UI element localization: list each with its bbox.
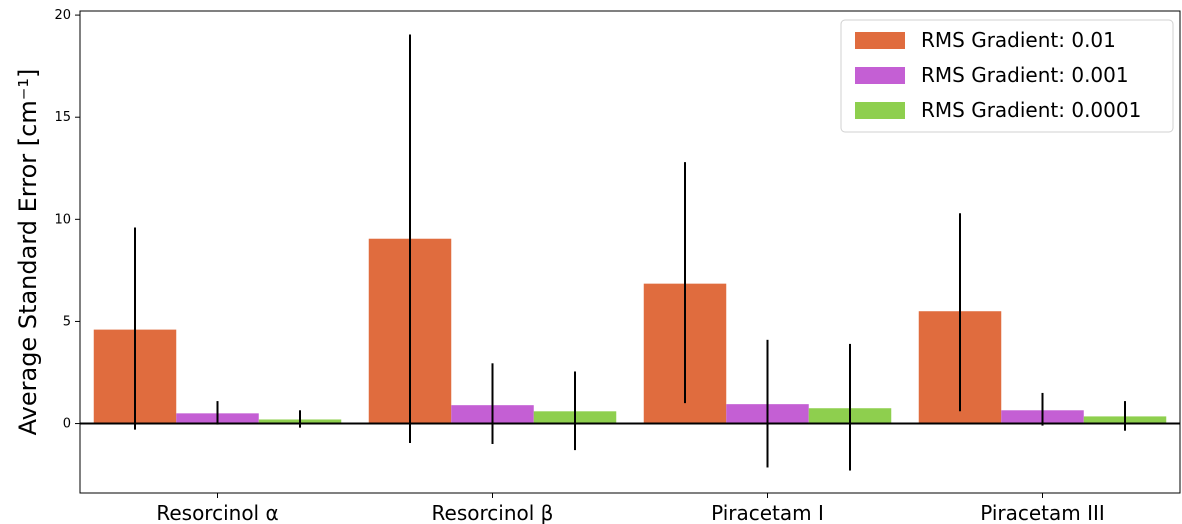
legend-label-2: RMS Gradient: 0.001: [921, 63, 1129, 87]
x-tick-label-4: Piracetam III: [980, 501, 1105, 524]
x-tick-label-1: Resorcinol α: [156, 501, 278, 524]
legend-swatch-2: [855, 67, 905, 84]
y-tick-label-5: 5: [63, 314, 71, 329]
legend-swatch-1: [855, 32, 905, 49]
y-tick-label-10: 10: [54, 212, 71, 227]
legend-box: [840, 19, 1174, 133]
axes-frame: [79, 10, 1181, 494]
y-tick-label-0: 0: [63, 417, 71, 432]
y-axis-label: Average Standard Error [cm⁻¹]: [14, 69, 42, 436]
x-tick-label-2: Resorcinol β: [432, 501, 554, 524]
axes: 0 5 10 15 20 Resorcinol α Resorcinol β Piraceta…: [14, 8, 1181, 524]
x-tick-label-3: Piracetam I: [711, 501, 824, 524]
legend-label-1: RMS Gradient: 0.01: [921, 28, 1116, 52]
legend: RMS Gradient: 0.01 RMS Gradient: 0.001 RMS…: [840, 19, 1174, 133]
plot-area: [80, 34, 1180, 471]
y-tick-label-20: 20: [54, 8, 71, 23]
legend-label-3: RMS Gradient: 0.0001: [921, 98, 1141, 122]
legend-swatch-3: [855, 102, 905, 119]
y-tick-label-15: 15: [54, 110, 71, 125]
